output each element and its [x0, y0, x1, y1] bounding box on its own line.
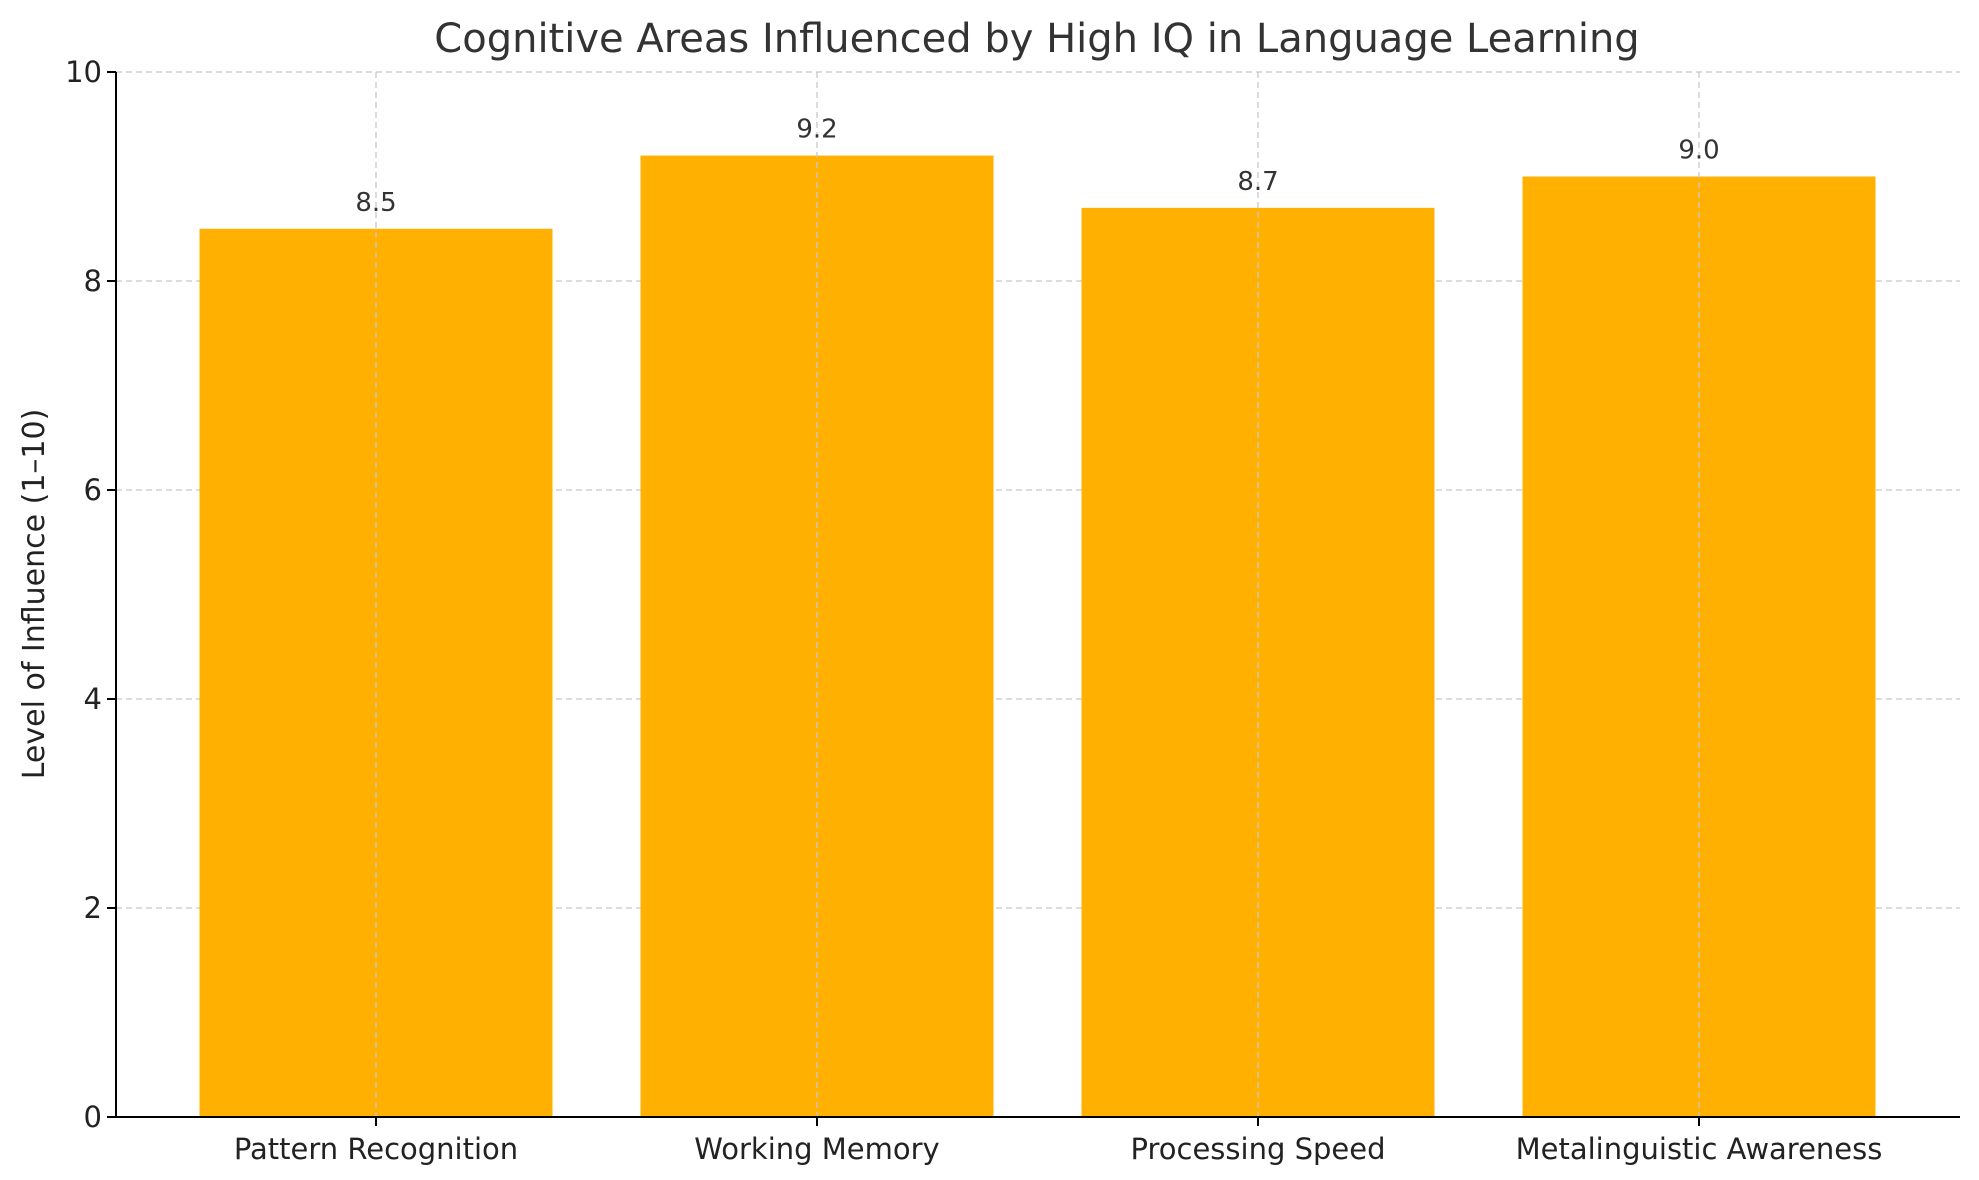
grid-lines	[116, 71, 1960, 909]
x-tick-label: Processing Speed	[1131, 1132, 1386, 1166]
x-tick-label: Pattern Recognition	[234, 1132, 518, 1166]
bar-value-label: 9.2	[796, 115, 837, 145]
bar-value-label: 8.7	[1237, 167, 1278, 197]
y-axis-label: Level of Influence (1–10)	[17, 409, 52, 780]
y-tick-label: 10	[65, 55, 102, 89]
bars	[199, 155, 1876, 1118]
value-labels: 8.5 9.2 8.7 9.0	[355, 115, 1719, 218]
bar-value-label: 9.0	[1678, 136, 1719, 166]
x-tick-label: Metalinguistic Awareness	[1516, 1132, 1883, 1166]
y-tick-label: 0	[84, 1100, 102, 1134]
y-axis-ticks: 0 2 4 6 8 10	[65, 55, 116, 1134]
chart-title: Cognitive Areas Influenced by High IQ in…	[434, 16, 1639, 62]
y-tick-label: 2	[84, 891, 102, 925]
y-tick-label: 4	[84, 682, 102, 716]
bar-value-label: 8.5	[355, 188, 396, 218]
y-tick-label: 8	[84, 264, 102, 298]
x-tick-label: Working Memory	[694, 1132, 939, 1166]
x-axis-ticks: Pattern Recognition Working Memory Process…	[234, 1117, 1883, 1166]
x-grid-lines-over-bars	[375, 72, 1700, 1117]
y-tick-label: 6	[84, 473, 102, 507]
